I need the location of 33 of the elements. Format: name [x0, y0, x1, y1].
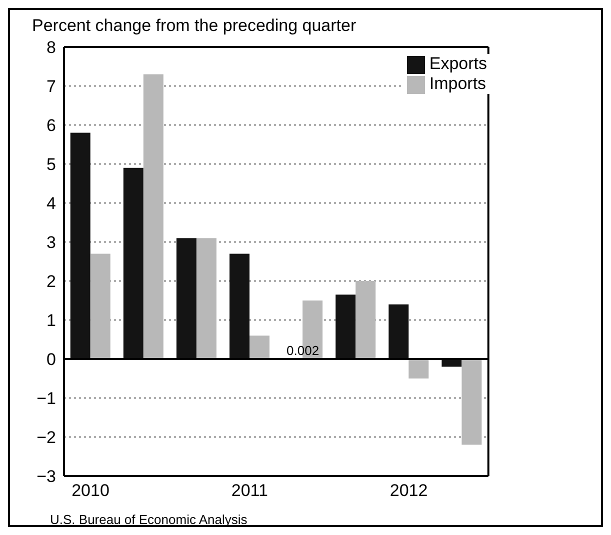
bar — [408, 359, 429, 378]
y-tick-label: 4 — [46, 194, 56, 214]
y-tick-label: 5 — [46, 155, 56, 174]
bar — [143, 74, 164, 359]
y-tick-label: 1 — [46, 311, 56, 330]
bar — [336, 294, 356, 359]
y-tick-label: 3 — [46, 233, 56, 252]
bar — [70, 132, 90, 359]
legend-label: Imports — [429, 74, 486, 93]
bar — [196, 238, 216, 359]
y-tick-label: 0 — [46, 350, 56, 370]
x-tick-label: 2010 — [72, 481, 110, 500]
y-tick-label: −1 — [36, 389, 56, 408]
bar — [230, 254, 250, 359]
bar — [250, 336, 270, 359]
x-tick-label: 2012 — [390, 481, 428, 500]
y-tick-label: −3 — [36, 467, 56, 486]
y-tick-label: 8 — [46, 38, 56, 58]
data-label: 0.002 — [286, 342, 320, 358]
y-tick-label: 6 — [46, 116, 56, 136]
text: U.S. Bureau of Economic Analysis — [50, 512, 248, 527]
bar — [356, 281, 376, 359]
y-tick-label: −2 — [36, 428, 56, 448]
bar — [176, 238, 196, 359]
bar — [123, 168, 144, 359]
legend-label: Exports — [429, 54, 487, 73]
x-tick-label: 2011 — [231, 481, 268, 500]
bar — [90, 254, 110, 359]
bar — [388, 304, 409, 359]
y-tick-label: 2 — [46, 272, 56, 292]
y-tick-label: 7 — [46, 77, 56, 96]
bar — [462, 359, 482, 445]
y-axis-title: Percent change from the preceding quarter — [32, 16, 356, 36]
